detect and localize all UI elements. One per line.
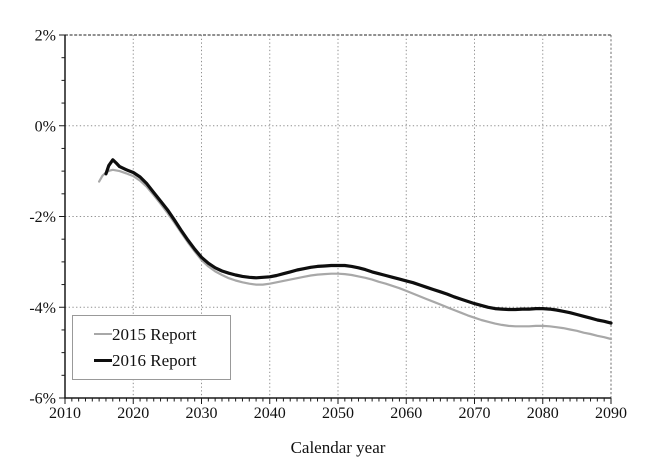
x-tick-label: 2090 [595, 405, 627, 422]
x-tick-label: 2030 [186, 405, 218, 422]
legend-swatch-2015-report [94, 333, 112, 336]
legend-swatch-2016-report [94, 359, 112, 363]
x-tick-label: 2050 [322, 405, 354, 422]
series-line-2016-report [104, 158, 613, 325]
x-tick-label: 2040 [254, 405, 286, 422]
y-tick-label: 0% [35, 118, 56, 135]
series-line-2015-report [97, 168, 613, 341]
y-tick-label: -4% [29, 300, 56, 317]
legend-item-2015-report: 2015 Report [73, 326, 230, 343]
x-tick-label: 2070 [459, 405, 491, 422]
x-tick-label: 2020 [117, 405, 149, 422]
x-tick-label: 2060 [390, 405, 422, 422]
legend-label: 2015 Report [112, 324, 197, 344]
y-tick-label: -6% [29, 391, 56, 408]
legend: 2015 Report 2016 Report [72, 315, 231, 380]
x-tick-label: 2080 [527, 405, 559, 422]
legend-label: 2016 Report [112, 351, 197, 371]
legend-item-2016-report: 2016 Report [73, 352, 230, 369]
x-axis-title: Calendar year [290, 438, 386, 457]
x-tick-label: 2010 [49, 405, 81, 422]
y-tick-label: -2% [29, 209, 56, 226]
y-tick-label: 2% [35, 28, 56, 45]
